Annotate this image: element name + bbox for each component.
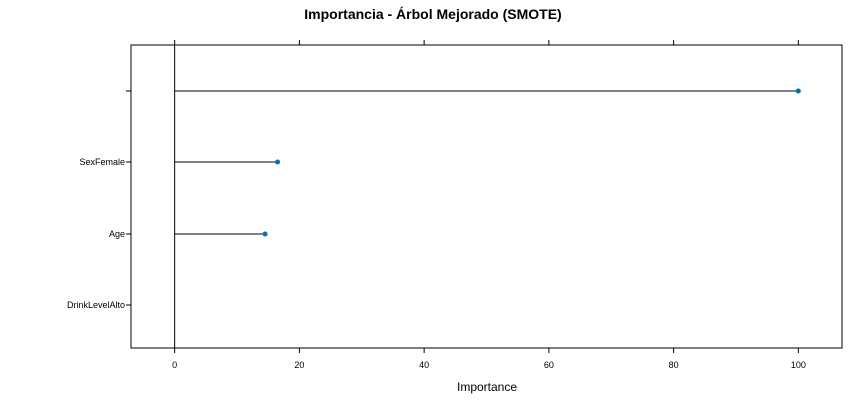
x-tick-label: 80 (669, 360, 679, 370)
x-tick-label: 20 (294, 360, 304, 370)
importance-point (262, 231, 268, 237)
y-tick-label: DrinkLevelAlto (67, 300, 125, 310)
importance-point (275, 159, 281, 165)
chart-title: Importancia - Árbol Mejorado (SMOTE) (304, 6, 561, 22)
x-axis-ticks: 0 20 40 60 80 100 (172, 40, 806, 370)
y-tick-label: Age (109, 229, 125, 239)
y-tick-label: SexFemale (79, 157, 125, 167)
x-tick-label: 100 (791, 360, 806, 370)
x-tick-label: 0 (172, 360, 177, 370)
plot-frame (130, 44, 843, 349)
x-tick-label: 40 (419, 360, 429, 370)
importance-point (795, 88, 801, 94)
y-axis-labels: SexFemale Age DrinkLevelAlto (67, 90, 131, 310)
importance-marks (174, 88, 801, 237)
x-tick-label: 60 (544, 360, 554, 370)
x-axis-title: Importance (457, 380, 517, 394)
